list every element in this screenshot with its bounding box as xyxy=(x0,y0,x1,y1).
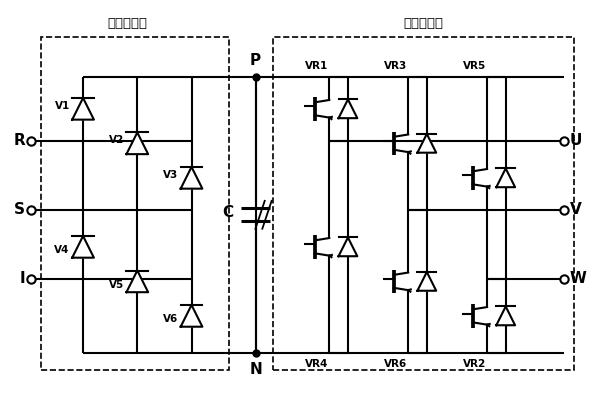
Polygon shape xyxy=(418,272,436,291)
Text: V2: V2 xyxy=(109,135,124,145)
Bar xyxy=(273,37,574,370)
Polygon shape xyxy=(127,270,148,292)
Text: V6: V6 xyxy=(163,314,178,324)
Polygon shape xyxy=(72,98,94,120)
Text: VR6: VR6 xyxy=(384,359,407,369)
Text: V5: V5 xyxy=(109,280,124,290)
Text: VR4: VR4 xyxy=(305,359,329,369)
Polygon shape xyxy=(72,236,94,258)
Text: 逆变器模块: 逆变器模块 xyxy=(403,17,443,30)
Text: P: P xyxy=(250,53,261,68)
Polygon shape xyxy=(338,99,358,118)
Text: C: C xyxy=(223,205,233,220)
Text: R: R xyxy=(14,133,25,148)
Text: V1: V1 xyxy=(55,100,70,110)
Polygon shape xyxy=(181,305,202,327)
Text: V4: V4 xyxy=(55,245,70,255)
Polygon shape xyxy=(418,134,436,153)
Text: VR1: VR1 xyxy=(305,61,328,71)
Polygon shape xyxy=(496,168,515,187)
Polygon shape xyxy=(181,167,202,189)
Text: N: N xyxy=(249,362,262,377)
Text: VR3: VR3 xyxy=(384,61,407,71)
Text: I: I xyxy=(20,271,25,286)
Text: U: U xyxy=(570,133,582,148)
Text: 整流桥模块: 整流桥模块 xyxy=(107,17,148,30)
Bar xyxy=(41,37,229,370)
Polygon shape xyxy=(338,238,358,256)
Text: V: V xyxy=(570,202,581,217)
Polygon shape xyxy=(496,306,515,325)
Text: V3: V3 xyxy=(163,170,178,180)
Text: VR5: VR5 xyxy=(463,61,486,71)
Polygon shape xyxy=(127,132,148,154)
Text: W: W xyxy=(570,271,587,286)
Text: S: S xyxy=(14,202,25,217)
Text: VR2: VR2 xyxy=(463,359,486,369)
